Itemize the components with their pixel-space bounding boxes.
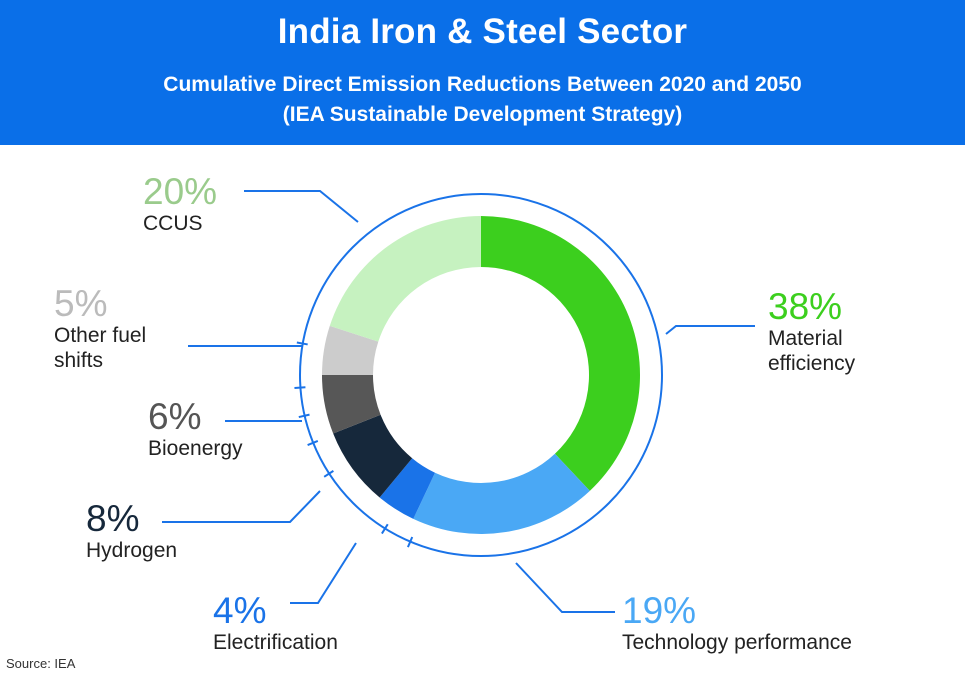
slice-technology-performance xyxy=(413,453,590,534)
name-hydrogen: Hydrogen xyxy=(86,539,178,562)
ring-tick-1 xyxy=(407,536,414,548)
name-other-line1: Other fuel xyxy=(54,324,147,347)
label-bioenergy: 6% Bioenergy xyxy=(148,398,243,461)
leader-technology-performance xyxy=(515,562,615,613)
label-hydrogen: 8% Hydrogen xyxy=(86,500,177,563)
name-ccus: CCUS xyxy=(143,212,203,235)
slice-other-fuel-shifts xyxy=(322,325,379,375)
label-electrification: 4% Electrification xyxy=(213,592,338,655)
leader-ccus xyxy=(244,190,359,223)
leader-material-efficiency xyxy=(665,325,755,335)
pct-technology-performance: 19% xyxy=(622,590,697,631)
name-material-line1: Material xyxy=(768,327,843,350)
name-material-line2: efficiency xyxy=(768,352,856,375)
source-note: Source: IEA xyxy=(6,656,76,671)
label-technology-performance: 19% Technology performance xyxy=(622,592,852,655)
slice-ccus xyxy=(329,216,481,342)
name-bioenergy: Bioenergy xyxy=(148,437,243,460)
slice-material-efficiency xyxy=(481,216,640,491)
name-electrification: Electrification xyxy=(213,631,338,654)
label-ccus: 20% CCUS xyxy=(143,173,217,236)
pct-bioenergy: 6% xyxy=(148,396,202,437)
ring-tick-5 xyxy=(298,413,310,419)
pct-ccus: 20% xyxy=(143,171,218,212)
slice-hydrogen xyxy=(333,414,413,498)
ring-tick-4 xyxy=(307,440,319,446)
leader-electrification xyxy=(290,542,357,604)
subtitle-line-1: Cumulative Direct Emission Reductions Be… xyxy=(163,73,802,96)
label-other-fuel-shifts: 5% Other fuel shifts xyxy=(54,285,146,373)
slice-electrification xyxy=(379,458,436,519)
pct-material-efficiency: 38% xyxy=(768,286,843,327)
ring-tick-6 xyxy=(294,386,306,390)
leader-hydrogen xyxy=(162,490,321,523)
leader-lines xyxy=(162,190,755,613)
name-technology: Technology performance xyxy=(622,631,852,654)
pct-electrification: 4% xyxy=(213,590,267,631)
outer-ring xyxy=(299,193,663,557)
ring-tick-3 xyxy=(323,470,334,478)
slice-bioenergy xyxy=(322,375,381,434)
pct-other-fuel-shifts: 5% xyxy=(54,283,108,324)
donut-slices xyxy=(322,216,640,534)
ring-tick-2 xyxy=(381,523,389,535)
subtitle-line-2: (IEA Sustainable Development Strategy) xyxy=(282,103,683,126)
chart-title: India Iron & Steel Sector xyxy=(277,12,688,51)
outer-ring-ticks xyxy=(294,341,414,548)
chart-subtitle: Cumulative Direct Emission Reductions Be… xyxy=(0,70,965,130)
ring-tick-7 xyxy=(296,341,308,346)
name-other-line2: shifts xyxy=(54,349,104,372)
label-material-efficiency: 38% Material efficiency xyxy=(768,288,855,376)
header-banner: India Iron & Steel Sector Cumulative Dir… xyxy=(0,0,965,145)
pct-hydrogen: 8% xyxy=(86,498,140,539)
